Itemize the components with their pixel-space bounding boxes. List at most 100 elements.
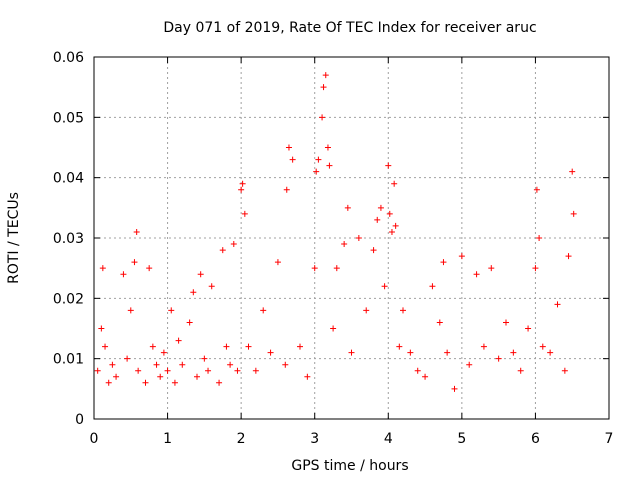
y-tick-label: 0.03 <box>53 231 84 247</box>
data-point <box>245 343 252 350</box>
x-tick-label: 3 <box>310 431 319 447</box>
data-point <box>488 265 495 272</box>
data-point <box>267 349 274 356</box>
data-point <box>105 379 112 386</box>
data-point <box>532 265 539 272</box>
data-point <box>396 343 403 350</box>
data-point <box>466 361 473 368</box>
data-point <box>388 228 395 235</box>
data-point <box>341 241 348 248</box>
x-tick-label: 2 <box>237 431 246 447</box>
x-axis-label: GPS time / hours <box>291 458 408 474</box>
data-point <box>297 343 303 350</box>
data-point <box>201 355 208 362</box>
data-point <box>565 253 572 260</box>
data-point <box>422 373 429 380</box>
data-point <box>238 186 245 193</box>
data-point <box>322 72 329 79</box>
data-point <box>171 379 178 386</box>
data-point <box>561 367 568 374</box>
data-point <box>113 373 120 380</box>
data-point <box>133 228 140 235</box>
data-point <box>510 349 517 356</box>
data-point <box>311 265 318 272</box>
x-tick-label: 4 <box>384 431 393 447</box>
data-point <box>260 307 267 314</box>
data-point <box>157 373 164 380</box>
data-point <box>98 325 105 332</box>
data-point <box>124 355 131 362</box>
data-point <box>525 325 532 332</box>
data-point <box>414 367 421 374</box>
data-point <box>304 373 311 380</box>
data-point <box>517 367 524 374</box>
y-tick-label: 0 <box>75 412 84 428</box>
x-axis-ticks: 0 1 2 3 4 5 6 7 <box>90 57 614 447</box>
data-point <box>330 325 337 332</box>
x-tick-label: 7 <box>605 431 614 447</box>
data-point <box>127 307 134 314</box>
y-axis-label: ROTI / TECUs <box>6 192 22 284</box>
data-point <box>355 235 362 241</box>
data-point <box>289 156 296 163</box>
data-point <box>547 349 554 356</box>
data-point <box>533 186 540 193</box>
data-point <box>194 373 200 380</box>
data-point <box>385 162 392 169</box>
data-points <box>94 72 577 392</box>
data-point <box>326 162 333 169</box>
data-point <box>102 343 109 350</box>
data-point <box>239 180 246 187</box>
data-point <box>440 259 447 266</box>
y-tick-label: 0.01 <box>53 352 84 368</box>
data-point <box>186 319 193 326</box>
data-point <box>315 156 322 163</box>
data-point <box>319 114 326 121</box>
data-point <box>458 253 465 260</box>
data-point <box>205 367 212 374</box>
data-point <box>473 271 480 278</box>
data-point <box>539 343 546 350</box>
data-point <box>381 283 388 290</box>
data-point <box>392 222 399 229</box>
data-point <box>285 144 292 151</box>
data-point <box>444 349 451 356</box>
x-tick-label: 5 <box>457 431 466 447</box>
data-point <box>179 361 186 368</box>
gridlines <box>94 57 609 419</box>
y-tick-label: 0.04 <box>53 171 84 187</box>
data-point <box>227 361 234 368</box>
data-point <box>495 355 502 362</box>
data-point <box>374 216 381 223</box>
data-point <box>554 301 561 308</box>
data-point <box>175 337 182 344</box>
data-point <box>503 319 509 326</box>
data-point <box>234 367 241 374</box>
data-point <box>436 319 443 326</box>
x-tick-label: 0 <box>90 431 99 447</box>
data-point <box>160 349 167 356</box>
data-point <box>241 210 248 217</box>
data-point <box>407 349 414 356</box>
data-point <box>230 241 237 248</box>
data-point <box>219 247 226 254</box>
data-point <box>536 235 543 241</box>
x-tick-label: 1 <box>163 431 172 447</box>
data-point <box>168 307 175 314</box>
data-point <box>131 259 138 266</box>
data-point <box>333 265 340 272</box>
data-point <box>120 271 127 278</box>
y-tick-label: 0.02 <box>53 291 84 307</box>
data-point <box>429 283 436 290</box>
plot-frame <box>93 56 610 420</box>
data-point <box>313 168 320 175</box>
data-point <box>324 144 331 151</box>
data-point <box>153 361 160 368</box>
data-point <box>344 204 351 211</box>
data-point <box>480 343 487 350</box>
data-point <box>348 349 355 356</box>
data-point <box>190 289 197 296</box>
data-point <box>94 367 101 374</box>
data-point <box>386 210 393 217</box>
